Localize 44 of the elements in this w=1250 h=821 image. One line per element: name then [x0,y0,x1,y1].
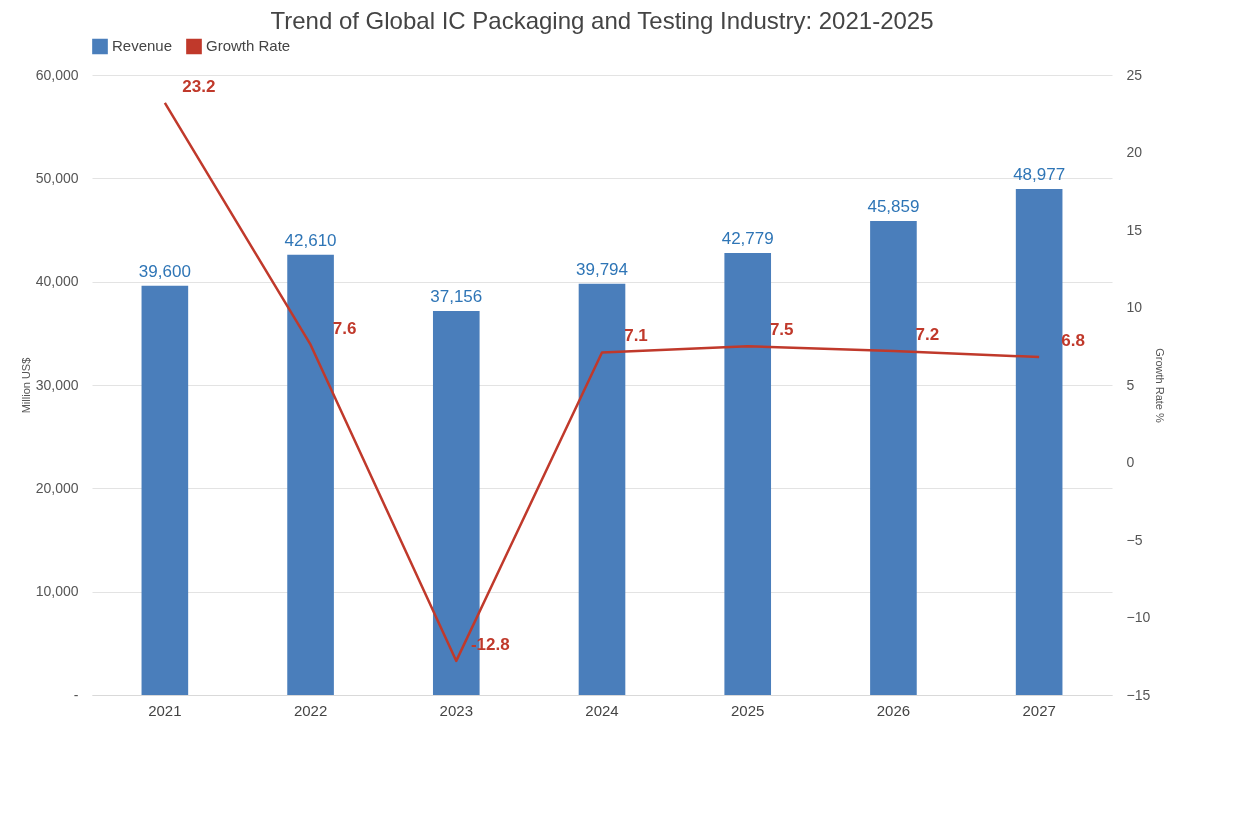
y2-tick-label: −10 [1126,609,1151,625]
y2-tick-label: −5 [1126,531,1143,548]
data-label: 42,779 [721,228,774,248]
bar [1015,188,1063,695]
data-label: 39,600 [138,261,191,281]
x-tick-label: 2024 [585,701,619,719]
y2-tick-label: 25 [1126,66,1143,83]
x-tick-label: 2026 [876,701,911,719]
y-tick-label: 40,000 [35,273,79,290]
x-tick-label: 2022 [293,701,328,719]
data-label: 42,610 [284,230,337,250]
y2-tick-label: −15 [1126,686,1151,703]
data-label: 39,794 [576,259,628,279]
y2-axis-title: Growth Rate % [1154,348,1167,424]
y-tick-label: 30,000 [35,376,79,393]
bar [724,252,772,695]
legend-label: Growth Rate [206,37,291,55]
y-tick-label: 10,000 [35,583,79,600]
x-tick-label: 2023 [439,701,473,719]
data-label: 7.1 [624,326,648,346]
data-label: 48,977 [1013,164,1066,184]
y2-tick-label: 5 [1126,376,1135,393]
chart-title: Trend of Global IC Packaging and Testing Industry: 2021-2025 [270,7,934,34]
bar [870,221,917,695]
data-label: 23.2 [182,76,216,96]
y-tick-label: 60,000 [35,66,79,83]
bar [578,283,626,695]
data-label: 37,156 [430,287,483,307]
y-tick-label: 20,000 [35,479,79,496]
x-tick-label: 2027 [1022,701,1056,719]
x-tick-label: 2021 [148,701,182,719]
bar [287,254,334,695]
y-axis-title: Million US$ [19,357,32,414]
y-tick-label: - [73,686,79,703]
y2-tick-label: 20 [1126,144,1143,160]
bar [141,285,189,695]
legend-label: Revenue [112,37,173,55]
data-label: 45,859 [867,197,920,217]
y2-tick-label: 15 [1126,221,1143,238]
data-label: 6.8 [1061,331,1085,351]
y-tick-label: 50,000 [35,169,79,186]
y2-tick-label: 0 [1126,454,1135,470]
x-tick-label: 2025 [731,701,765,719]
y2-tick-label: 10 [1126,299,1143,315]
